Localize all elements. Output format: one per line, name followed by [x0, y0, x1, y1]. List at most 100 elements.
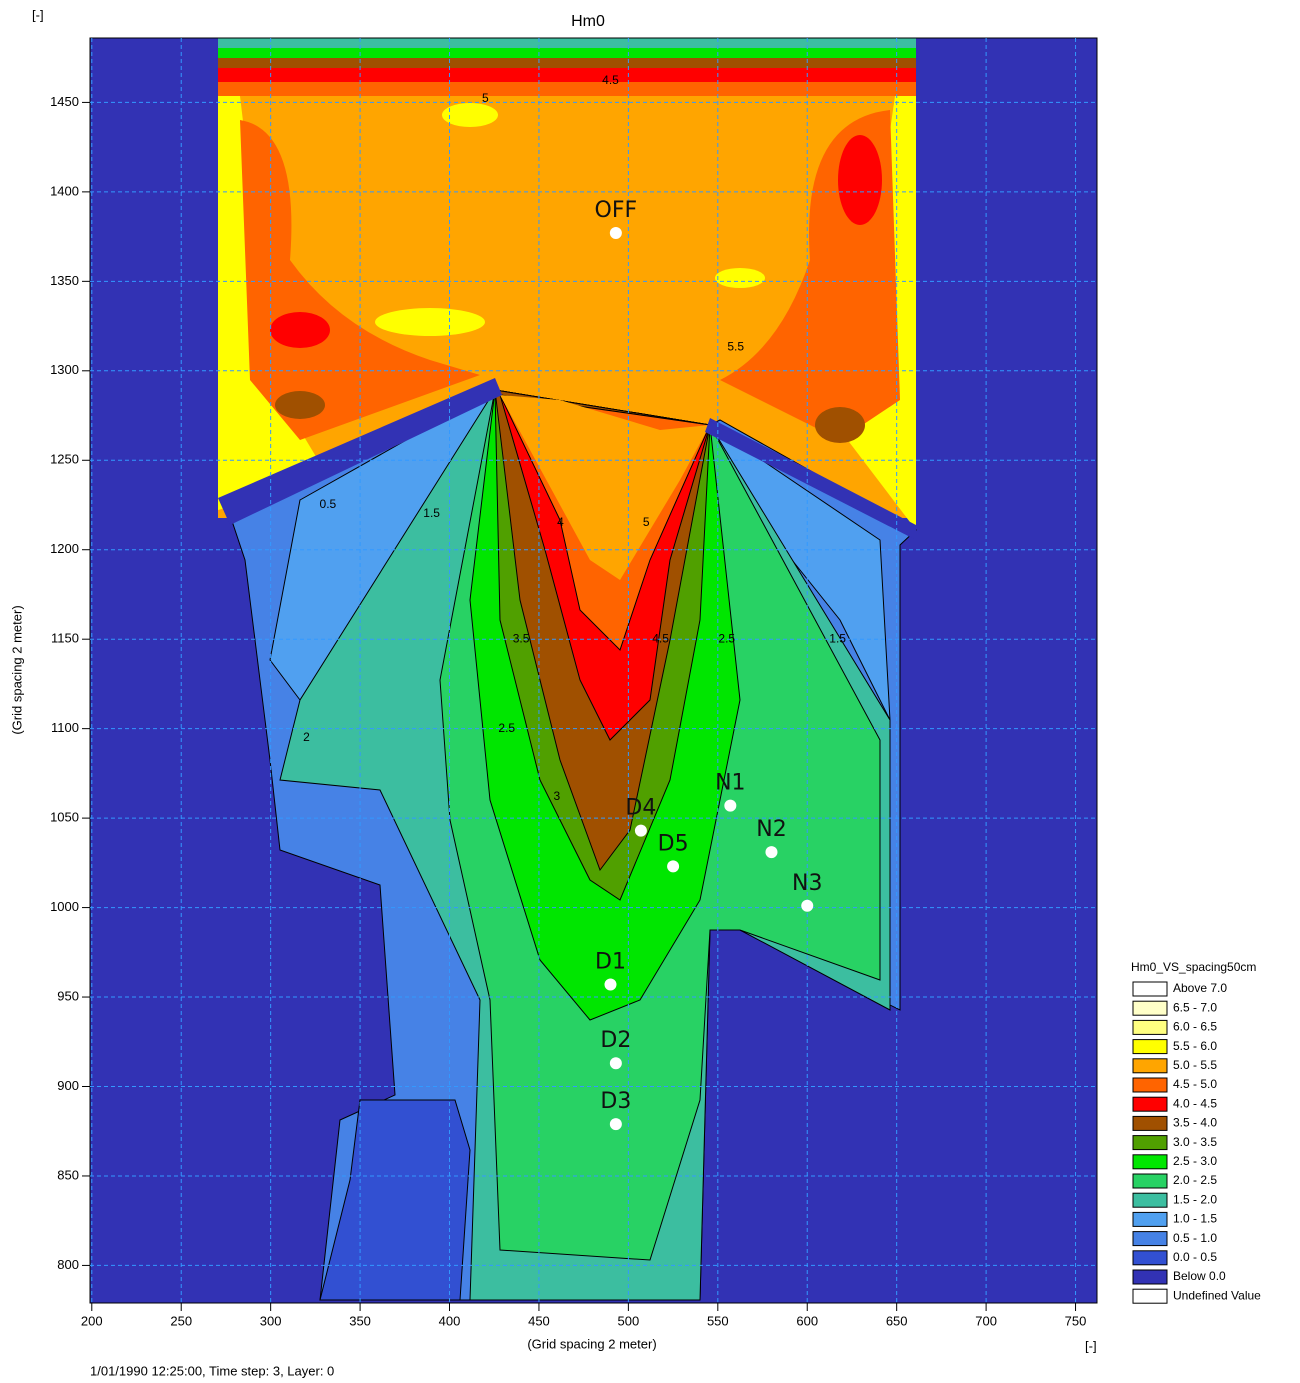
contour-label: 2.5 [718, 631, 735, 645]
legend-label: 1.5 - 2.0 [1173, 1192, 1217, 1206]
legend-swatch [1133, 1078, 1167, 1092]
legend-swatch [1133, 1232, 1167, 1246]
band [218, 48, 916, 58]
x-axis-label: (Grid spacing 2 meter) [527, 1336, 656, 1351]
x-tick-label: 300 [260, 1313, 282, 1328]
legend-label: 1.0 - 1.5 [1173, 1212, 1217, 1226]
legend-label: 5.0 - 5.5 [1173, 1058, 1217, 1072]
legend-label: Undefined Value [1173, 1288, 1261, 1302]
y-tick-label: 1250 [50, 452, 79, 467]
calm-spot [375, 308, 485, 336]
legend-swatch [1133, 1097, 1167, 1111]
station-point [610, 1118, 622, 1130]
legend-label: 6.5 - 7.0 [1173, 1000, 1217, 1014]
legend-label: 2.0 - 2.5 [1173, 1173, 1217, 1187]
x-tick-label: 200 [81, 1313, 103, 1328]
legend-swatch [1133, 1155, 1167, 1169]
station-label: D2 [600, 1028, 631, 1053]
station-point [667, 860, 679, 872]
legend-swatch [1133, 1212, 1167, 1226]
station-label: D4 [625, 796, 656, 821]
contour-label: 0.5 [320, 497, 337, 511]
x-tick-label: 450 [528, 1313, 550, 1328]
y-tick-label: 1300 [50, 362, 79, 377]
y-unit: [-] [32, 7, 44, 22]
station-label: N2 [756, 817, 786, 842]
station-point [610, 227, 622, 239]
y-tick-label: 850 [57, 1167, 79, 1182]
station-point [801, 900, 813, 912]
x-tick-label: 700 [975, 1313, 997, 1328]
y-tick-label: 1200 [50, 541, 79, 556]
x-tick-label: 600 [796, 1313, 818, 1328]
contour-label: 4.5 [652, 631, 669, 645]
y-tick-label: 1150 [51, 631, 79, 646]
contour-label: 3.5 [513, 631, 530, 645]
contour-label: 1.5 [829, 631, 846, 645]
y-tick-label: 1400 [50, 183, 79, 198]
band [218, 82, 916, 96]
footer: 1/01/1990 12:25:00, Time step: 3, Layer:… [90, 1363, 334, 1378]
legend-swatch [1133, 1270, 1167, 1284]
band [218, 58, 916, 68]
contour-label: 5 [482, 91, 489, 105]
y-tick-label: 1350 [50, 273, 79, 288]
station-point [610, 1057, 622, 1069]
y-tick-label: 900 [57, 1078, 79, 1093]
y-tick-label: 800 [57, 1257, 79, 1272]
y-tick-label: 1100 [51, 720, 79, 735]
station-label: D5 [658, 831, 689, 856]
legend-swatch [1133, 1020, 1167, 1034]
station-label: N1 [715, 771, 745, 796]
station-label: OFF [595, 198, 638, 223]
chart: 4.555.5453.54.52.51.50.5322.51.5 OFFD4D5… [0, 0, 1300, 1383]
contour-label: 2 [303, 730, 310, 744]
x-tick-label: 400 [439, 1313, 461, 1328]
x-tick-label: 650 [886, 1313, 908, 1328]
x-tick-label: 750 [1065, 1313, 1087, 1328]
x-tick-label: 350 [349, 1313, 371, 1328]
legend-swatch [1133, 1116, 1167, 1130]
calm-spot [442, 103, 498, 127]
chart-title: Hm0 [571, 13, 605, 30]
legend-label: 0.0 - 0.5 [1173, 1250, 1217, 1264]
legend-label: Above 7.0 [1173, 981, 1227, 995]
legend-label: 2.5 - 3.0 [1173, 1154, 1217, 1168]
contour-label: 4 [557, 515, 564, 529]
legend-label: 5.5 - 6.0 [1173, 1039, 1217, 1053]
contour-label: 2.5 [498, 721, 515, 735]
legend-label: 4.0 - 4.5 [1173, 1096, 1217, 1110]
x-unit: [-] [1085, 1338, 1097, 1353]
field [90, 38, 1097, 1303]
calm-spot [715, 268, 765, 288]
legend-label: 3.5 - 4.0 [1173, 1116, 1217, 1130]
legend-swatch [1133, 1174, 1167, 1188]
legend-label: 0.5 - 1.0 [1173, 1231, 1217, 1245]
legend-swatch [1133, 1289, 1167, 1303]
legend-swatch [1133, 1040, 1167, 1054]
y-tick-label: 1050 [50, 810, 79, 825]
y-tick-label: 950 [57, 988, 79, 1003]
x-tick-label: 500 [618, 1313, 640, 1328]
hot-spot [275, 391, 325, 419]
legend-label: 4.5 - 5.0 [1173, 1077, 1217, 1091]
legend-label: Below 0.0 [1173, 1269, 1226, 1283]
legend-swatch [1133, 982, 1167, 996]
contour-label: 4.5 [602, 73, 619, 87]
legend-label: 6.0 - 6.5 [1173, 1020, 1217, 1034]
contour-label: 5 [643, 515, 650, 529]
y-tick-label: 1450 [50, 94, 79, 109]
y-tick-label: 1000 [50, 899, 79, 914]
legend-swatch [1133, 1251, 1167, 1265]
station-point [724, 800, 736, 812]
hot-spot [270, 312, 330, 348]
station-label: N3 [792, 871, 822, 896]
legend-swatch [1133, 1059, 1167, 1073]
hot-spot [815, 407, 865, 443]
legend-label: 3.0 - 3.5 [1173, 1135, 1217, 1149]
band [218, 38, 916, 48]
band [218, 68, 916, 82]
station-label: D1 [595, 950, 626, 975]
legend-swatch [1133, 1136, 1167, 1150]
